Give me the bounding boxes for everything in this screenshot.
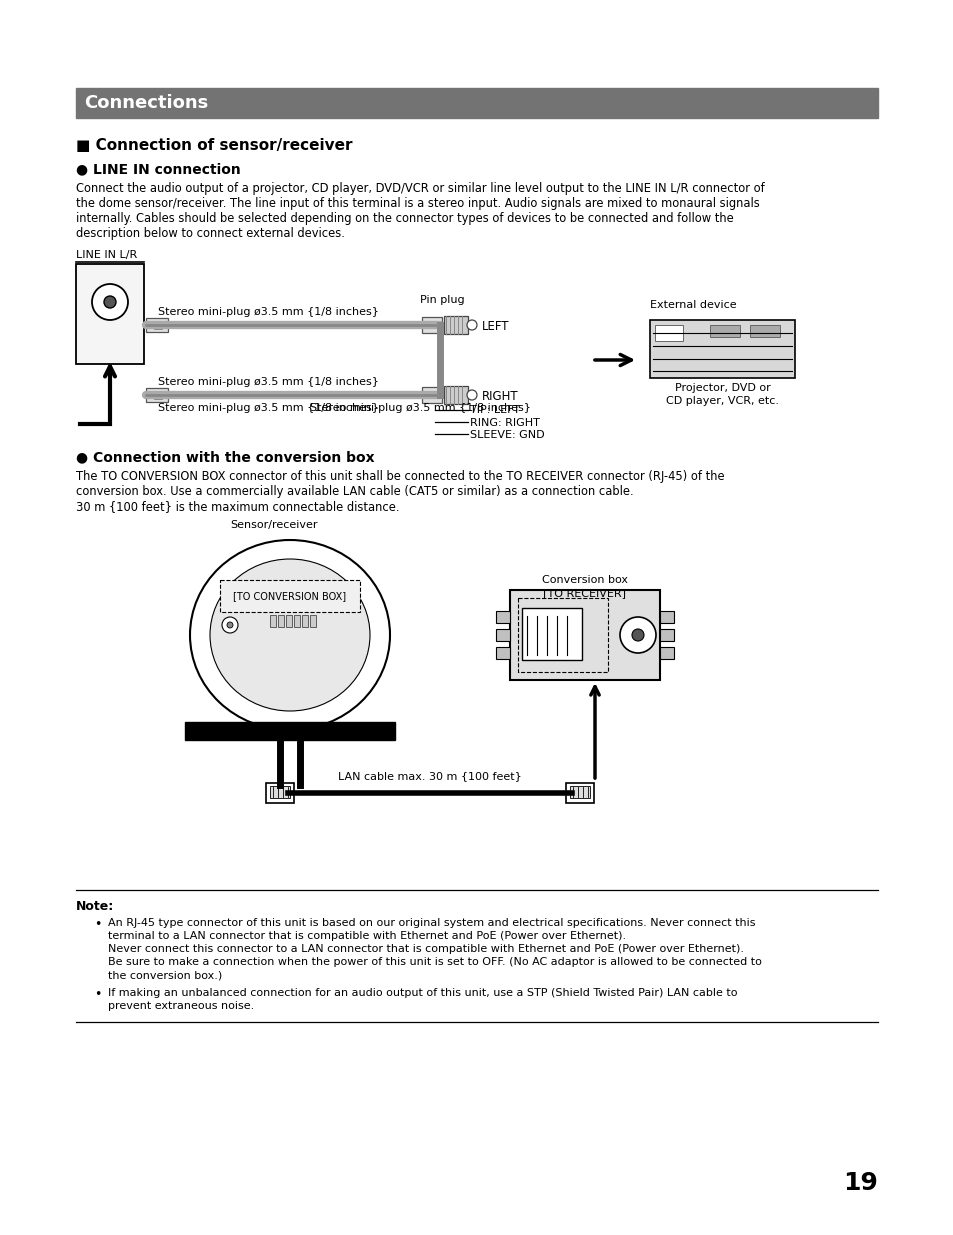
Bar bbox=[659, 629, 673, 641]
Ellipse shape bbox=[190, 540, 390, 730]
Text: Sensor/receiver: Sensor/receiver bbox=[230, 520, 317, 530]
Text: Stereo mini-plug ø3.5 mm {1/8 inches}: Stereo mini-plug ø3.5 mm {1/8 inches} bbox=[310, 403, 530, 412]
Bar bbox=[569, 785, 589, 798]
Bar bbox=[76, 264, 144, 364]
Text: 19: 19 bbox=[842, 1171, 877, 1195]
Bar bbox=[185, 722, 395, 740]
Text: LAN cable max. 30 m {100 feet}: LAN cable max. 30 m {100 feet} bbox=[337, 771, 521, 781]
Text: An RJ-45 type connector of this unit is based on our original system and electri: An RJ-45 type connector of this unit is … bbox=[108, 918, 755, 927]
Text: Note:: Note: bbox=[76, 900, 114, 913]
Bar bbox=[270, 785, 290, 798]
Bar bbox=[749, 325, 780, 337]
Bar bbox=[76, 88, 877, 119]
Bar bbox=[659, 611, 673, 622]
Text: internally. Cables should be selected depending on the connector types of device: internally. Cables should be selected de… bbox=[76, 212, 733, 225]
Bar bbox=[421, 317, 441, 333]
Text: terminal to a LAN connector that is compatible with Ethernet and PoE (Power over: terminal to a LAN connector that is comp… bbox=[108, 931, 625, 941]
Text: [TO CONVERSION BOX]: [TO CONVERSION BOX] bbox=[233, 592, 346, 601]
Text: Stereo mini-plug ø3.5 mm {1/8 inches}: Stereo mini-plug ø3.5 mm {1/8 inches} bbox=[158, 377, 378, 387]
Bar bbox=[521, 608, 581, 659]
Bar bbox=[220, 580, 359, 613]
Bar bbox=[496, 629, 510, 641]
Text: the conversion box.): the conversion box.) bbox=[108, 969, 222, 981]
Text: Stereo mini-plug ø3.5 mm {1/8 inches}: Stereo mini-plug ø3.5 mm {1/8 inches} bbox=[158, 403, 378, 412]
Text: the dome sensor/receiver. The line input of this terminal is a stereo input. Aud: the dome sensor/receiver. The line input… bbox=[76, 198, 759, 210]
Text: description below to connect external devices.: description below to connect external de… bbox=[76, 227, 345, 240]
Text: 30 m {100 feet} is the maximum connectable distance.: 30 m {100 feet} is the maximum connectab… bbox=[76, 500, 399, 513]
Text: RIGHT: RIGHT bbox=[481, 390, 518, 403]
Text: ■ Connection of sensor/receiver: ■ Connection of sensor/receiver bbox=[76, 138, 352, 153]
Text: prevent extraneous noise.: prevent extraneous noise. bbox=[108, 1002, 254, 1011]
Circle shape bbox=[104, 296, 116, 308]
Text: The TO CONVERSION BOX connector of this unit shall be connected to the TO RECEIV: The TO CONVERSION BOX connector of this … bbox=[76, 471, 724, 483]
Bar bbox=[310, 615, 315, 627]
Text: SLEEVE: GND: SLEEVE: GND bbox=[470, 430, 544, 440]
Text: ● Connection with the conversion box: ● Connection with the conversion box bbox=[76, 450, 375, 464]
Text: LINE IN L/R: LINE IN L/R bbox=[76, 249, 137, 261]
Bar bbox=[421, 387, 441, 403]
Bar bbox=[286, 615, 292, 627]
Bar bbox=[517, 598, 607, 672]
Circle shape bbox=[227, 622, 233, 629]
Text: TIP: LEFT: TIP: LEFT bbox=[470, 405, 519, 415]
Text: Be sure to make a connection when the power of this unit is set to OFF. (No AC a: Be sure to make a connection when the po… bbox=[108, 957, 761, 967]
Circle shape bbox=[467, 320, 476, 330]
Text: If making an unbalanced connection for an audio output of this unit, use a STP (: If making an unbalanced connection for a… bbox=[108, 988, 737, 998]
Bar bbox=[146, 388, 168, 403]
Bar bbox=[294, 615, 299, 627]
Bar bbox=[443, 387, 468, 404]
Circle shape bbox=[222, 618, 237, 634]
Text: •: • bbox=[94, 918, 101, 931]
Bar bbox=[510, 590, 659, 680]
Ellipse shape bbox=[210, 559, 370, 711]
Text: Connections: Connections bbox=[84, 94, 208, 112]
Text: External device: External device bbox=[649, 300, 736, 310]
Text: RING: RIGHT: RING: RIGHT bbox=[470, 417, 539, 429]
Text: •: • bbox=[94, 988, 101, 1002]
Text: Stereo mini-plug ø3.5 mm {1/8 inches}: Stereo mini-plug ø3.5 mm {1/8 inches} bbox=[158, 308, 378, 317]
Bar bbox=[302, 615, 308, 627]
Text: CD player, VCR, etc.: CD player, VCR, etc. bbox=[665, 396, 779, 406]
Text: Never connect this connector to a LAN connector that is compatible with Ethernet: Never connect this connector to a LAN co… bbox=[108, 944, 743, 953]
Circle shape bbox=[631, 629, 643, 641]
Bar bbox=[270, 615, 275, 627]
Bar bbox=[266, 783, 294, 803]
Bar bbox=[277, 615, 284, 627]
Bar bbox=[659, 647, 673, 659]
Bar bbox=[655, 325, 682, 341]
Bar bbox=[153, 321, 162, 329]
Bar bbox=[709, 325, 740, 337]
Text: Conversion box: Conversion box bbox=[541, 576, 627, 585]
Bar bbox=[496, 611, 510, 622]
Bar bbox=[496, 647, 510, 659]
Bar bbox=[443, 316, 468, 333]
Text: ● LINE IN connection: ● LINE IN connection bbox=[76, 162, 240, 177]
Circle shape bbox=[467, 390, 476, 400]
Text: Pin plug: Pin plug bbox=[419, 295, 464, 305]
Circle shape bbox=[619, 618, 656, 653]
Text: conversion box. Use a commercially available LAN cable (CAT5 or similar) as a co: conversion box. Use a commercially avail… bbox=[76, 485, 633, 498]
Text: Projector, DVD or: Projector, DVD or bbox=[674, 383, 770, 393]
Circle shape bbox=[91, 284, 128, 320]
Text: Connect the audio output of a projector, CD player, DVD/VCR or similar line leve: Connect the audio output of a projector,… bbox=[76, 182, 764, 195]
Text: [TO RECEIVER]: [TO RECEIVER] bbox=[543, 588, 626, 598]
Bar bbox=[649, 320, 794, 378]
Bar bbox=[153, 391, 162, 399]
Text: LEFT: LEFT bbox=[481, 320, 509, 333]
Bar bbox=[565, 783, 594, 803]
Bar bbox=[146, 317, 168, 332]
